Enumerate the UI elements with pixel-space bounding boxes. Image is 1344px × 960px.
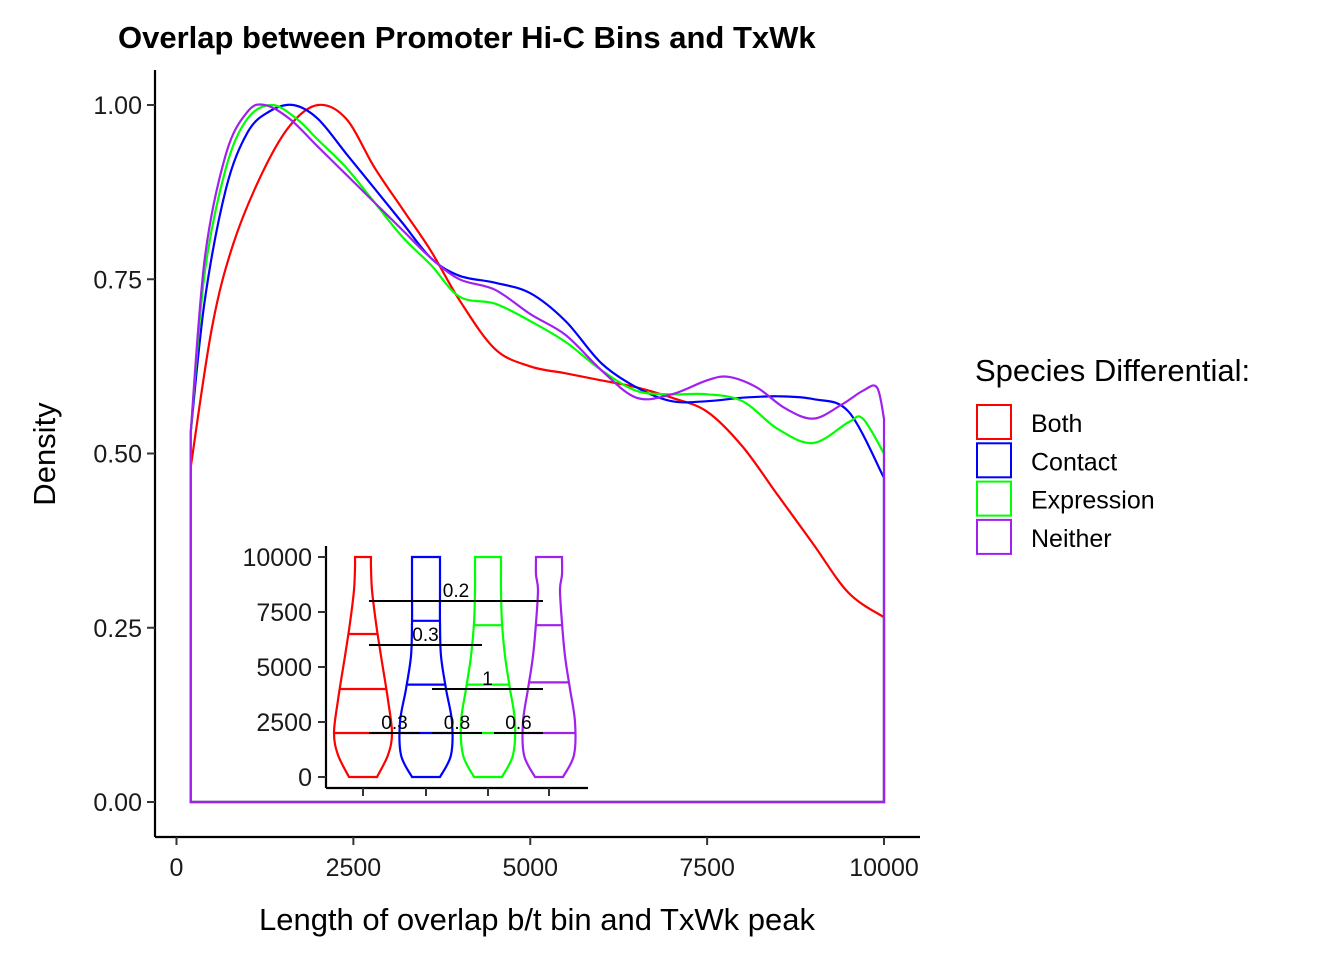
violin-neither bbox=[521, 555, 577, 779]
legend-key-neither bbox=[976, 518, 1012, 555]
legend-items: Both Contact Expression Neither bbox=[976, 404, 1155, 555]
inset-y-tick-label: 2500 bbox=[256, 709, 312, 737]
chart-title: Overlap between Promoter Hi-C Bins and T… bbox=[118, 20, 816, 55]
legend: Species Differential: Both Contact Express… bbox=[975, 353, 1250, 555]
y-axis-title: Density bbox=[27, 402, 62, 506]
pvalue-label: 0.3 bbox=[381, 713, 407, 734]
legend-label: Contact bbox=[1031, 448, 1117, 476]
y-tick-label: 0.25 bbox=[93, 615, 142, 643]
x-tick-label: 5000 bbox=[502, 854, 558, 882]
x-axis-title: Length of overlap b/t bin and TxWk peak bbox=[259, 902, 816, 937]
y-tick-label: 0.00 bbox=[93, 789, 142, 817]
legend-label: Neither bbox=[1031, 525, 1112, 553]
density-line-both bbox=[189, 103, 886, 804]
x-tick-label: 7500 bbox=[679, 854, 735, 882]
violins bbox=[332, 555, 577, 779]
pvalue-label: 0.3 bbox=[412, 625, 438, 646]
pvalue-brackets: 0.2 0.3 1 0.3 0.8 0.6 bbox=[369, 581, 543, 734]
density-line-expression bbox=[189, 103, 886, 804]
legend-key-expression bbox=[976, 480, 1012, 517]
y-tick-label: 0.50 bbox=[93, 441, 142, 469]
density-line-neither bbox=[189, 103, 886, 804]
inset-y-tick-label: 0 bbox=[298, 764, 312, 792]
y-ticks: 0.00 0.25 0.50 0.75 1.00 bbox=[93, 92, 155, 817]
x-ticks: 0 2500 5000 7500 10000 bbox=[170, 837, 919, 882]
density-line-contact bbox=[189, 103, 886, 804]
density-series-lines bbox=[189, 103, 886, 804]
x-tick-label: 2500 bbox=[326, 854, 382, 882]
violin-both bbox=[332, 555, 394, 779]
inset-y-tick-label: 10000 bbox=[242, 544, 312, 572]
legend-title: Species Differential: bbox=[975, 353, 1250, 388]
pvalue-label: 0.2 bbox=[443, 581, 469, 602]
x-tick-label: 0 bbox=[170, 854, 184, 882]
violin-contact bbox=[398, 555, 454, 779]
x-tick-label: 10000 bbox=[849, 854, 919, 882]
inset-y-tick-label: 5000 bbox=[256, 654, 312, 682]
y-tick-label: 1.00 bbox=[93, 92, 142, 120]
legend-key-contact bbox=[976, 442, 1012, 479]
legend-label: Both bbox=[1031, 410, 1082, 438]
inset-y-tick-label: 7500 bbox=[256, 599, 312, 627]
inset-x-ticks bbox=[362, 788, 550, 796]
pvalue-label: 0.6 bbox=[505, 713, 531, 734]
y-tick-label: 0.75 bbox=[93, 266, 142, 294]
main-panel: 0.00 0.25 0.50 0.75 1.00 0 2500 5000 7500 10000 bbox=[93, 70, 920, 882]
pvalue-label: 1 bbox=[482, 669, 493, 690]
inset-violin-panel: 0 2500 5000 7500 10000 0.2 0.3 1 0.3 0.8 0.6 bbox=[242, 544, 588, 796]
violin-expression bbox=[459, 555, 517, 779]
pvalue-label: 0.8 bbox=[444, 713, 470, 734]
inset-y-ticks: 0 2500 5000 7500 10000 bbox=[242, 544, 326, 792]
legend-key-both bbox=[976, 404, 1012, 440]
legend-label: Expression bbox=[1031, 487, 1155, 515]
